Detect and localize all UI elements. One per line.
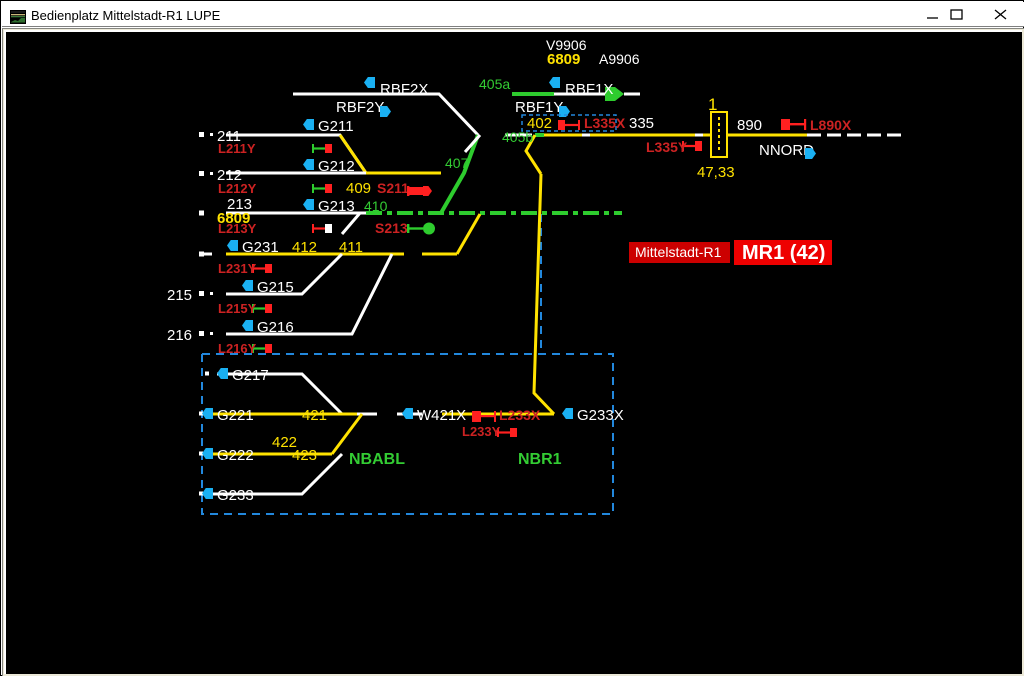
svg-text:L335Y: L335Y: [646, 139, 688, 155]
svg-text:NBR1: NBR1: [518, 451, 562, 468]
svg-text:RBF1X: RBF1X: [565, 81, 613, 98]
svg-text:890: 890: [737, 117, 762, 134]
svg-text:RBF2X: RBF2X: [380, 81, 428, 98]
svg-text:RBF1Y: RBF1Y: [515, 99, 563, 116]
svg-text:335: 335: [629, 115, 654, 132]
svg-text:L216Y: L216Y: [218, 341, 257, 356]
svg-text:G221: G221: [217, 407, 254, 424]
svg-text:L215Y: L215Y: [218, 301, 257, 316]
svg-text:G216: G216: [257, 319, 294, 336]
svg-text:MR1 (42): MR1 (42): [742, 242, 825, 264]
svg-text:L212Y: L212Y: [218, 181, 257, 196]
svg-text:G233X: G233X: [577, 407, 624, 424]
svg-text:L233Y: L233Y: [462, 424, 501, 439]
svg-text:G215: G215: [257, 279, 294, 296]
svg-text:G212: G212: [318, 158, 355, 175]
svg-text:G213: G213: [318, 198, 355, 215]
svg-text:S213: S213: [375, 220, 408, 236]
svg-text:G231: G231: [242, 239, 279, 256]
svg-text:L231Y: L231Y: [218, 261, 257, 276]
svg-text:G233: G233: [217, 487, 254, 504]
svg-text:G222: G222: [217, 447, 254, 464]
svg-text:421: 421: [302, 407, 327, 424]
svg-text:G211: G211: [318, 118, 354, 135]
svg-text:409: 409: [346, 180, 371, 197]
svg-text:RBF2Y: RBF2Y: [336, 99, 384, 116]
svg-text:L335X: L335X: [584, 115, 626, 131]
svg-text:Mittelstadt-R1: Mittelstadt-R1: [635, 244, 722, 260]
svg-text:L890X: L890X: [810, 117, 852, 133]
svg-text:411: 411: [339, 239, 363, 256]
svg-text:6809: 6809: [547, 51, 580, 68]
svg-text:L211Y: L211Y: [218, 141, 256, 156]
svg-text:A9906: A9906: [599, 51, 640, 67]
svg-text:L233X: L233X: [499, 407, 541, 423]
svg-text:423: 423: [292, 447, 317, 464]
svg-text:W421X: W421X: [417, 407, 466, 424]
svg-text:1: 1: [708, 95, 717, 114]
svg-text:402: 402: [527, 115, 552, 132]
svg-text:412: 412: [292, 239, 317, 256]
svg-text:405a: 405a: [479, 76, 510, 92]
svg-text:S211: S211: [377, 180, 409, 196]
svg-text:NBABL: NBABL: [349, 451, 405, 468]
svg-text:47,33: 47,33: [697, 164, 735, 181]
svg-text:215: 215: [167, 287, 192, 304]
svg-text:216: 216: [167, 327, 192, 344]
svg-text:L213Y: L213Y: [218, 221, 257, 236]
svg-text:410: 410: [364, 198, 388, 214]
svg-text:G217: G217: [232, 367, 269, 384]
svg-text:407: 407: [445, 155, 469, 171]
